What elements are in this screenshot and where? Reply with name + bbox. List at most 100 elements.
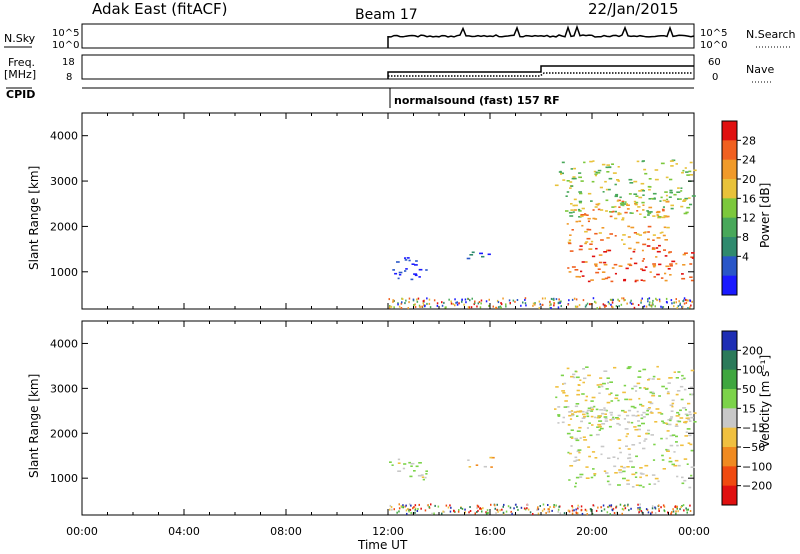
heatmap-cell xyxy=(578,220,582,223)
heatmap-cell xyxy=(525,304,527,307)
heatmap-cell xyxy=(428,302,431,305)
freq-unit: [MHz] xyxy=(4,68,36,81)
heatmap-cell xyxy=(428,298,431,301)
heatmap-cell xyxy=(609,233,613,235)
heatmap-cell xyxy=(638,234,642,236)
heatmap-cell xyxy=(658,298,661,301)
heatmap-cell xyxy=(584,242,587,245)
heatmap-cell xyxy=(502,511,505,514)
heatmap-cell xyxy=(577,449,582,451)
heatmap-cell xyxy=(598,261,603,264)
heatmap-cell xyxy=(413,506,415,508)
heatmap-cell xyxy=(388,306,391,309)
heatmap-cell xyxy=(570,375,574,378)
heatmap-cell xyxy=(623,411,627,413)
x-tick-label: 12:00 xyxy=(372,525,404,538)
heatmap-cell xyxy=(671,402,675,405)
heatmap-cell xyxy=(672,510,675,513)
heatmap-cell xyxy=(641,201,645,204)
heatmap-cell xyxy=(450,302,453,305)
heatmap-cell xyxy=(467,459,470,461)
heatmap-cell xyxy=(641,269,646,272)
heatmap-cell xyxy=(689,276,693,278)
colorbar-segment xyxy=(722,331,737,351)
heatmap-cell xyxy=(583,161,586,164)
heatmap-cell xyxy=(650,410,653,413)
heatmap-cell xyxy=(629,212,632,214)
heatmap-cell xyxy=(690,393,694,396)
heatmap-cell xyxy=(658,244,661,247)
heatmap-cell xyxy=(574,204,578,207)
heatmap-cell xyxy=(570,410,574,412)
heatmap-cell xyxy=(586,412,589,415)
x-axis-label: Time UT xyxy=(357,538,408,552)
heatmap-cell xyxy=(664,279,668,282)
heatmap-cell xyxy=(649,402,654,405)
heatmap-cell xyxy=(571,413,574,415)
heatmap-cell xyxy=(557,508,560,511)
colorbar-segment xyxy=(722,350,737,371)
heatmap-cell xyxy=(639,503,641,506)
heatmap-cell xyxy=(690,304,692,307)
heatmap-cell xyxy=(560,300,562,303)
heatmap-cell xyxy=(631,212,634,214)
heatmap-cell xyxy=(590,408,594,411)
heatmap-cell xyxy=(571,505,573,507)
heatmap-cell xyxy=(650,512,652,515)
heatmap-cell xyxy=(643,387,646,389)
heatmap-cell xyxy=(607,188,611,191)
heatmap-cell xyxy=(429,306,432,309)
heatmap-cell xyxy=(635,455,638,458)
colorbar-segment xyxy=(722,179,737,199)
heatmap-cell xyxy=(570,429,574,431)
heatmap-cell xyxy=(550,307,552,309)
heatmap-cell xyxy=(539,505,541,507)
heatmap-cell xyxy=(584,213,587,215)
heatmap-cell xyxy=(625,267,629,270)
x-tick-label: 08:00 xyxy=(270,525,302,538)
heatmap-cell xyxy=(606,164,610,166)
heatmap-cell xyxy=(477,505,480,508)
heatmap-cell xyxy=(570,185,574,187)
heatmap-cell xyxy=(619,196,622,199)
heatmap-cell xyxy=(633,262,638,265)
heatmap-cell xyxy=(626,479,630,482)
heatmap-cell xyxy=(663,215,667,217)
heatmap-cell xyxy=(648,186,652,188)
heatmap-cell xyxy=(654,421,658,423)
heatmap-cell xyxy=(479,306,482,309)
heatmap-cell xyxy=(654,178,659,181)
heatmap-cell xyxy=(602,303,605,306)
heatmap-cell xyxy=(575,476,580,479)
heatmap-cell xyxy=(511,513,513,516)
heatmap-cell xyxy=(584,230,588,233)
heatmap-cell xyxy=(480,302,482,305)
heatmap-cell xyxy=(599,186,603,189)
heatmap-cell xyxy=(628,193,632,195)
heatmap-cell xyxy=(408,259,411,262)
heatmap-cell xyxy=(572,204,576,207)
heatmap-cell xyxy=(612,507,615,510)
heatmap-cell xyxy=(564,400,568,402)
heatmap-cell xyxy=(574,456,578,459)
heatmap-cell xyxy=(578,276,581,278)
heatmap-cell xyxy=(591,513,594,516)
heatmap-cell xyxy=(680,190,683,192)
heatmap-cell xyxy=(555,504,557,507)
heatmap-cell xyxy=(671,302,673,305)
heatmap-cell xyxy=(583,377,587,380)
heatmap-cell xyxy=(611,163,614,165)
heatmap-cell xyxy=(394,272,398,275)
heatmap-cell xyxy=(635,201,639,204)
heatmap-cell xyxy=(622,297,625,300)
heatmap-cell xyxy=(651,412,654,414)
heatmap-cell xyxy=(637,304,640,306)
heatmap-cell xyxy=(585,466,589,468)
heatmap-cell xyxy=(597,208,601,211)
heatmap-cell xyxy=(598,232,602,234)
heatmap-cell xyxy=(647,401,652,403)
heatmap-cell xyxy=(690,474,693,477)
heatmap-cell xyxy=(547,504,549,506)
heatmap-cell xyxy=(414,264,418,266)
